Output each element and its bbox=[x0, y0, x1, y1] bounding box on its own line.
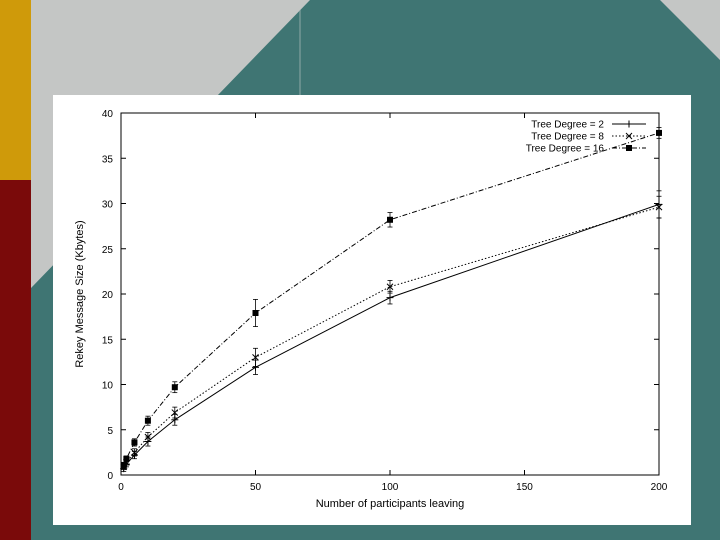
x-tick-label: 200 bbox=[651, 482, 668, 493]
legend-label: Tree Degree = 2 bbox=[531, 120, 604, 131]
series-line bbox=[123, 203, 660, 469]
point-square bbox=[131, 439, 138, 446]
point-cross-b bbox=[655, 203, 663, 211]
gold-band bbox=[0, 0, 31, 180]
y-tick-label: 25 bbox=[102, 245, 114, 256]
point-square bbox=[656, 129, 662, 136]
line-chart: 0 50 100 150 200 0 5 10 15 20 25 30 35 40 Number of p… bbox=[74, 109, 668, 510]
point-cross-b bbox=[144, 433, 152, 441]
point-cross-b bbox=[625, 132, 633, 140]
point-square bbox=[171, 384, 178, 391]
point-cross-b bbox=[131, 449, 138, 456]
y-tick-label: 40 bbox=[102, 109, 114, 120]
point-cross-b bbox=[386, 283, 394, 291]
y-tick-label: 30 bbox=[102, 200, 114, 211]
chart-panel: 0 50 100 150 200 0 5 10 15 20 25 30 35 40 Number of p… bbox=[53, 95, 691, 525]
y-tick-label: 0 bbox=[107, 471, 113, 482]
series-1 bbox=[120, 190, 663, 473]
x-tick-label: 150 bbox=[516, 482, 533, 493]
legend-label: Tree Degree = 16 bbox=[526, 144, 605, 155]
x-tick-label: 50 bbox=[250, 482, 262, 493]
point-cross-b bbox=[252, 353, 259, 361]
x-tick-label: 0 bbox=[118, 482, 124, 493]
point-square bbox=[120, 462, 127, 469]
point-cross-b bbox=[171, 409, 179, 416]
series-2 bbox=[120, 195, 663, 471]
point-square bbox=[144, 417, 151, 424]
series-3 bbox=[120, 127, 662, 469]
legend-label: Tree Degree = 8 bbox=[531, 132, 604, 143]
x-tick-label: 100 bbox=[382, 482, 399, 493]
point-square bbox=[123, 455, 130, 462]
y-tick-label: 5 bbox=[107, 426, 113, 437]
point-square bbox=[387, 216, 393, 223]
maroon-band bbox=[0, 180, 31, 540]
y-tick-label: 35 bbox=[102, 154, 114, 165]
point-square bbox=[626, 145, 632, 151]
y-axis-label: Rekey Message Size (Kbytes) bbox=[74, 220, 86, 367]
point-square bbox=[252, 310, 259, 317]
series-line bbox=[123, 206, 660, 468]
series-line bbox=[123, 132, 660, 466]
y-tick-label: 20 bbox=[102, 290, 114, 301]
y-tick-label: 15 bbox=[102, 335, 114, 346]
y-tick-label: 10 bbox=[102, 381, 114, 392]
x-axis-label: Number of participants leaving bbox=[316, 498, 465, 510]
series-layer bbox=[120, 127, 663, 473]
gray-triangle-right bbox=[660, 0, 720, 60]
axis-ticks: 0 50 100 150 200 0 5 10 15 20 25 30 35 40 bbox=[102, 109, 668, 493]
